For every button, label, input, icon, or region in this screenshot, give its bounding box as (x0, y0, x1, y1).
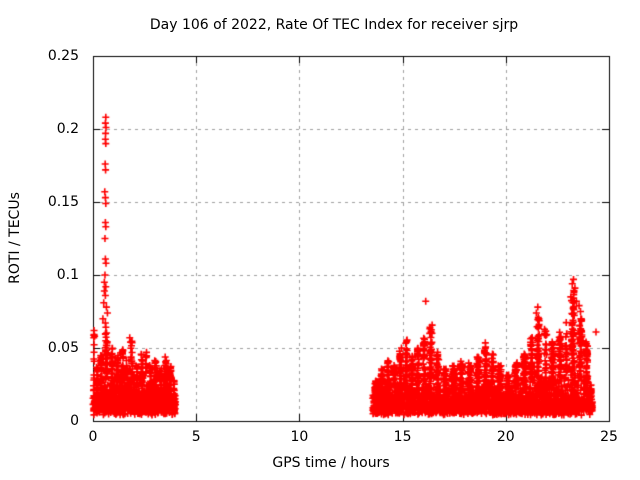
x-axis-title: GPS time / hours (272, 455, 390, 471)
x-tick-label: 10 (290, 429, 309, 445)
y-tick-label: 0 (70, 413, 79, 429)
chart-title: Day 106 of 2022, Rate Of TEC Index for r… (149, 17, 519, 33)
y-tick-label: 0.2 (56, 121, 79, 137)
x-tick-label: 15 (393, 429, 412, 445)
x-tick-label: 20 (496, 429, 515, 445)
y-tick-label: 0.25 (47, 48, 79, 64)
x-tick-label: 5 (191, 429, 201, 445)
x-tick-label: 0 (88, 429, 98, 445)
y-tick-label: 0.15 (47, 194, 79, 210)
y-tick-label: 0.1 (56, 267, 79, 283)
x-tick-label: 25 (600, 429, 618, 445)
y-tick-label: 0.05 (47, 340, 79, 356)
